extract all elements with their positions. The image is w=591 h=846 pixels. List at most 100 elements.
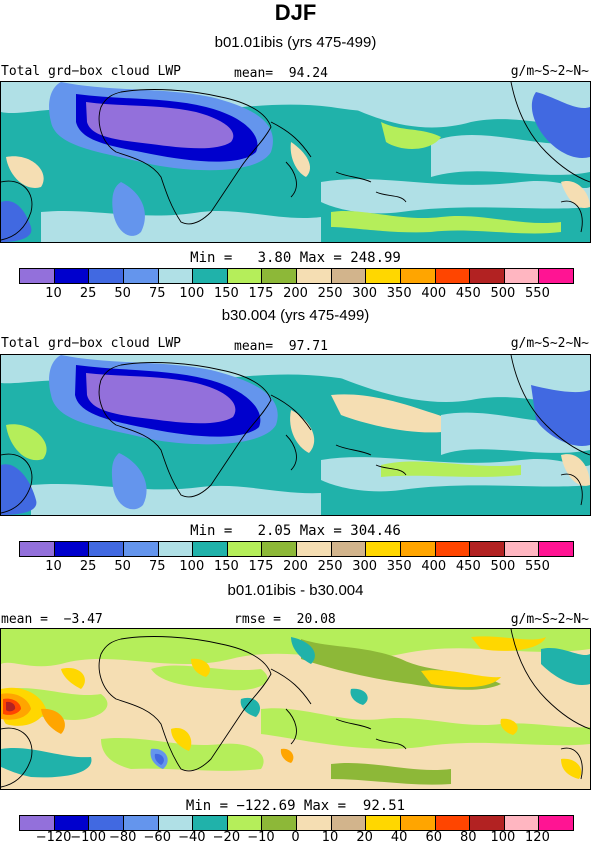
colorbar-swatch <box>54 816 90 830</box>
colorbar-swatch <box>193 542 228 556</box>
colorbar-swatch <box>89 269 124 283</box>
colorbar-swatch <box>366 542 401 556</box>
colorbar-tick-label: 10 <box>321 830 339 845</box>
colorbar-tick-label: 450 <box>455 559 481 574</box>
colorbar-tick-label: 20 <box>356 830 373 845</box>
colorbar-tick-label: −10 <box>247 830 275 845</box>
colorbar-swatch <box>470 816 505 830</box>
colorbar-tick-label: 500 <box>490 559 516 574</box>
colorbar-swatch <box>227 816 263 830</box>
colorbar-swatch <box>504 816 540 830</box>
colorbar-tick-label: 450 <box>455 286 481 301</box>
panel-1-title: b01.01ibis (yrs 475-499) <box>214 34 377 51</box>
colorbar-tick-label: 150 <box>213 559 239 574</box>
colorbar-swatch <box>158 542 194 556</box>
panel-3-min-max: Min = −122.69 Max = 92.51 <box>185 798 406 814</box>
panel-3-mean-label: mean = −3.47 <box>1 612 103 627</box>
colorbar-swatch <box>435 269 471 283</box>
panel-3-rmse-label: rmse = 20.08 <box>234 612 336 627</box>
colorbar-swatch <box>20 816 55 830</box>
colorbar-tick-label: 60 <box>425 830 443 845</box>
colorbar-swatch <box>400 542 436 556</box>
colorbar-3 <box>19 815 574 831</box>
colorbar-tick-label: 50 <box>114 559 131 574</box>
colorbar-swatch <box>435 542 471 556</box>
colorbar-tick-label: 200 <box>283 559 308 574</box>
colorbar-swatch <box>89 542 124 556</box>
colorbar-tick-label: 400 <box>421 286 447 301</box>
colorbar-tick-label: 400 <box>421 559 447 574</box>
colorbar-2-labels: 10 25 50 75 100 150 175 200 250 300 350 400 450 500 55… <box>19 559 572 575</box>
colorbar-swatch <box>20 269 55 283</box>
colorbar-swatch <box>470 269 505 283</box>
colorbar-swatch <box>262 816 297 830</box>
colorbar-swatch <box>158 269 194 283</box>
colorbar-tick-label: 120 <box>525 830 550 845</box>
colorbar-swatch <box>123 542 159 556</box>
colorbar-swatch <box>227 269 263 283</box>
colorbar-tick-label: 550 <box>525 559 550 574</box>
colorbar-tick-label: −60 <box>143 830 171 845</box>
colorbar-2 <box>19 541 574 557</box>
panel-1-units-label: g/m~S~2~N~ <box>510 64 589 79</box>
colorbar-tick-label: 25 <box>79 559 97 574</box>
colorbar-swatch <box>262 269 297 283</box>
colorbar-tick-label: −100 <box>70 830 106 845</box>
colorbar-swatch <box>539 816 573 830</box>
colorbar-swatch <box>297 269 332 283</box>
colorbar-swatch <box>470 542 505 556</box>
colorbar-tick-label: 250 <box>317 286 343 301</box>
panel-3-units-label: g/m~S~2~N~ <box>510 612 589 627</box>
colorbar-swatch <box>227 542 263 556</box>
colorbar-tick-label: 100 <box>179 559 205 574</box>
colorbar-tick-label: 10 <box>45 286 62 301</box>
panel-2-mean-label: mean= 97.71 <box>234 339 328 354</box>
colorbar-tick-label: 150 <box>213 286 239 301</box>
panel-2-min-max: Min = 2.05 Max = 304.46 <box>190 523 401 539</box>
colorbar-swatch <box>331 269 367 283</box>
colorbar-swatch <box>297 816 332 830</box>
colorbar-tick-label: 250 <box>317 559 343 574</box>
colorbar-swatch <box>331 816 367 830</box>
colorbar-tick-label: 175 <box>248 559 274 574</box>
colorbar-swatch <box>193 269 228 283</box>
panel-2-variable-label: Total grd−box cloud LWP <box>1 336 182 351</box>
panel-1-min-max: Min = 3.80 Max = 248.99 <box>190 250 401 266</box>
panel-3-title: b01.01ibis - b30.004 <box>227 582 364 599</box>
colorbar-3-labels: −120 −100 −80 −60 −40 −20 −10 0 10 20 40 60 80 100 120 <box>19 830 572 846</box>
colorbar-tick-label: 10 <box>45 559 62 574</box>
colorbar-tick-label: 75 <box>148 559 166 574</box>
colorbar-tick-label: 25 <box>79 286 97 301</box>
colorbar-swatch <box>297 542 332 556</box>
page-title: DJF <box>274 0 317 25</box>
colorbar-swatch <box>504 269 540 283</box>
colorbar-swatch <box>539 269 573 283</box>
panel-1-variable-label: Total grd−box cloud LWP <box>1 64 182 79</box>
colorbar-swatch <box>158 816 194 830</box>
colorbar-swatch <box>89 816 124 830</box>
colorbar-tick-label: 40 <box>390 830 408 845</box>
colorbar-swatch <box>400 816 436 830</box>
colorbar-swatch <box>331 542 367 556</box>
colorbar-tick-label: 350 <box>386 286 412 301</box>
colorbar-tick-label: 300 <box>352 286 378 301</box>
colorbar-tick-label: 75 <box>148 286 166 301</box>
colorbar-swatch <box>20 542 55 556</box>
colorbar-tick-label: 0 <box>291 830 300 845</box>
colorbar-tick-label: 80 <box>460 830 477 845</box>
colorbar-tick-label: −40 <box>178 830 206 845</box>
colorbar-1 <box>19 268 574 284</box>
colorbar-tick-label: −20 <box>212 830 241 845</box>
colorbar-tick-label: 175 <box>248 286 274 301</box>
panel-1-mean-label: mean= 94.24 <box>234 66 328 81</box>
colorbar-swatch <box>539 542 573 556</box>
colorbar-swatch <box>262 542 297 556</box>
colorbar-tick-label: 500 <box>490 286 516 301</box>
colorbar-swatch <box>504 542 540 556</box>
colorbar-tick-label: 300 <box>352 559 378 574</box>
colorbar-tick-label: 100 <box>179 286 205 301</box>
colorbar-swatch <box>54 269 90 283</box>
colorbar-tick-label: −80 <box>108 830 137 845</box>
colorbar-swatch <box>193 816 228 830</box>
colorbar-tick-label: 50 <box>114 286 131 301</box>
